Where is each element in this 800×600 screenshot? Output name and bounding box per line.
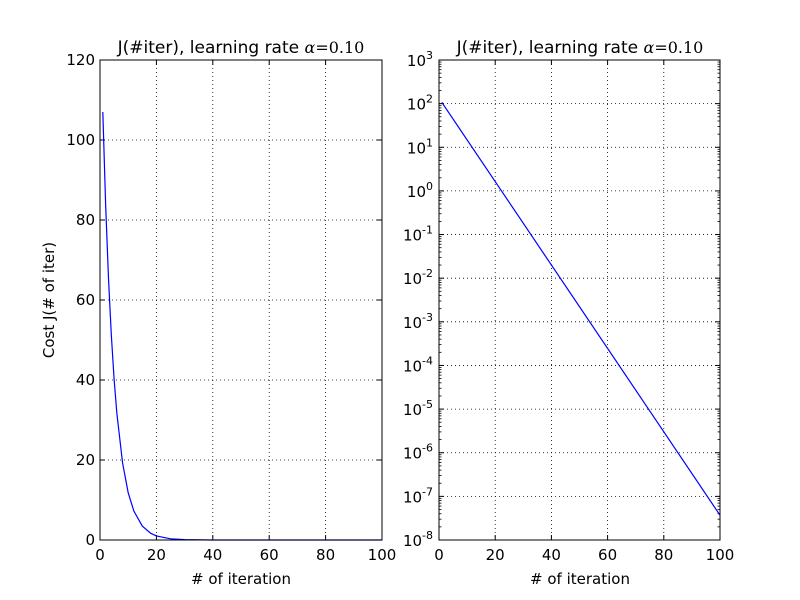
right-chart-title-alpha: α (644, 38, 655, 57)
left-chart-ticks: 0 20 40 60 80 100 0 20 40 60 80 100 120 (66, 51, 396, 564)
right-y-tick-base: 10 (403, 270, 422, 288)
left-y-tick-label: 0 (85, 531, 95, 549)
right-y-tick-label: 102 (407, 93, 433, 114)
right-cost-line (441, 102, 721, 516)
right-y-tick-base: 10 (403, 314, 422, 332)
left-chart-title-prefix: J(#iter), learning rate (117, 38, 305, 58)
right-y-tick-label: 10-4 (403, 354, 433, 375)
left-chart: J(#iter), learning rate α=0.10 0 20 40 60 80… (40, 38, 396, 588)
right-y-tick-exponent: -1 (422, 224, 433, 237)
right-x-tick-label: 80 (654, 546, 673, 564)
right-y-tick-base: 10 (403, 401, 422, 419)
right-chart-series (441, 102, 721, 516)
right-chart-frame (438, 59, 721, 541)
right-y-tick-exponent: -5 (422, 398, 433, 411)
left-x-tick-label: 20 (147, 546, 166, 564)
left-chart-title: J(#iter), learning rate α=0.10 (117, 38, 365, 58)
right-x-tick-label: 40 (542, 546, 561, 564)
left-x-tick-label: 60 (260, 546, 279, 564)
right-chart: J(#iter), learning rate α=0.10 0 20 40 60 80… (403, 38, 734, 588)
right-y-tick-base: 10 (403, 445, 422, 463)
right-y-tick-label: 100 (407, 180, 433, 201)
right-y-tick-base: 10 (407, 139, 426, 157)
right-y-tick-label: 10-2 (403, 267, 433, 288)
left-y-tick-label: 40 (76, 371, 95, 389)
left-chart-title-eq: = (315, 38, 328, 57)
right-y-tick-label: 10-6 (403, 442, 433, 463)
right-y-tick-exponent: -4 (422, 354, 433, 367)
right-x-tick-label: 0 (434, 546, 444, 564)
left-y-tick-label: 100 (66, 131, 95, 149)
left-chart-xlabel: # of iteration (191, 570, 291, 588)
left-y-tick-label: 80 (76, 211, 95, 229)
left-x-tick-label: 80 (316, 546, 335, 564)
right-y-tick-exponent: 3 (426, 49, 433, 62)
right-y-tick-base: 10 (407, 96, 426, 114)
right-y-tick-exponent: -6 (422, 442, 433, 455)
left-y-tick-label: 60 (76, 291, 95, 309)
right-y-tick-label: 10-8 (403, 529, 433, 550)
right-x-tick-label: 60 (598, 546, 617, 564)
right-y-tick-base: 10 (403, 488, 422, 506)
right-y-tick-exponent: 1 (426, 136, 433, 149)
right-chart-xlabel: # of iteration (530, 570, 630, 588)
right-chart-title-prefix: J(#iter), learning rate (456, 38, 644, 58)
right-y-tick-label: 10-1 (403, 224, 433, 245)
right-chart-title-value: 0.10 (668, 38, 704, 57)
left-x-tick-label: 40 (203, 546, 222, 564)
left-y-tick-label: 120 (66, 51, 95, 69)
right-y-tick-exponent: -8 (422, 529, 433, 542)
right-x-tick-label: 20 (486, 546, 505, 564)
left-x-tick-label: 0 (95, 546, 105, 564)
right-y-tick-exponent: -3 (422, 311, 433, 324)
right-chart-title-eq: = (654, 38, 667, 57)
right-y-tick-exponent: 0 (426, 180, 433, 193)
left-chart-title-value: 0.10 (329, 38, 365, 57)
right-y-tick-base: 10 (407, 52, 426, 70)
right-chart-title: J(#iter), learning rate α=0.10 (456, 38, 704, 58)
right-y-tick-base: 10 (407, 183, 426, 201)
left-chart-frame (99, 59, 383, 541)
right-y-tick-label: 10-5 (403, 398, 433, 419)
right-y-tick-exponent: -2 (422, 267, 433, 280)
right-y-tick-label: 10-3 (403, 311, 433, 332)
right-y-tick-base: 10 (403, 357, 422, 375)
right-y-tick-base: 10 (403, 532, 422, 550)
right-x-tick-label: 100 (706, 546, 735, 564)
right-y-tick-label: 101 (407, 136, 433, 157)
left-y-tick-label: 20 (76, 451, 95, 469)
right-y-tick-exponent: -7 (422, 485, 433, 498)
left-x-tick-label: 100 (368, 546, 397, 564)
left-chart-ylabel: Cost J(# of iter) (40, 242, 58, 358)
right-y-tick-label: 10-7 (403, 485, 433, 506)
left-chart-title-alpha: α (305, 38, 316, 57)
right-y-tick-exponent: 2 (426, 93, 433, 106)
right-chart-ticks: 0 20 40 60 80 10010-810-710-610-510-410-310-2… (403, 49, 734, 564)
right-y-tick-label: 103 (407, 49, 433, 70)
right-y-tick-base: 10 (403, 227, 422, 245)
